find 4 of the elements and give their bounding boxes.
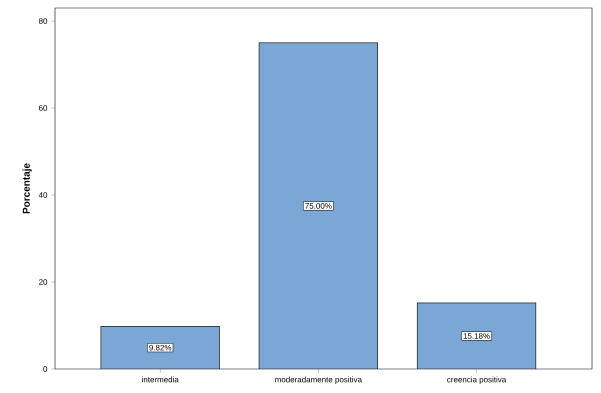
bar <box>100 326 220 369</box>
y-axis-title: Porcentaje <box>22 163 32 214</box>
bar <box>258 42 378 369</box>
bar <box>416 302 536 369</box>
